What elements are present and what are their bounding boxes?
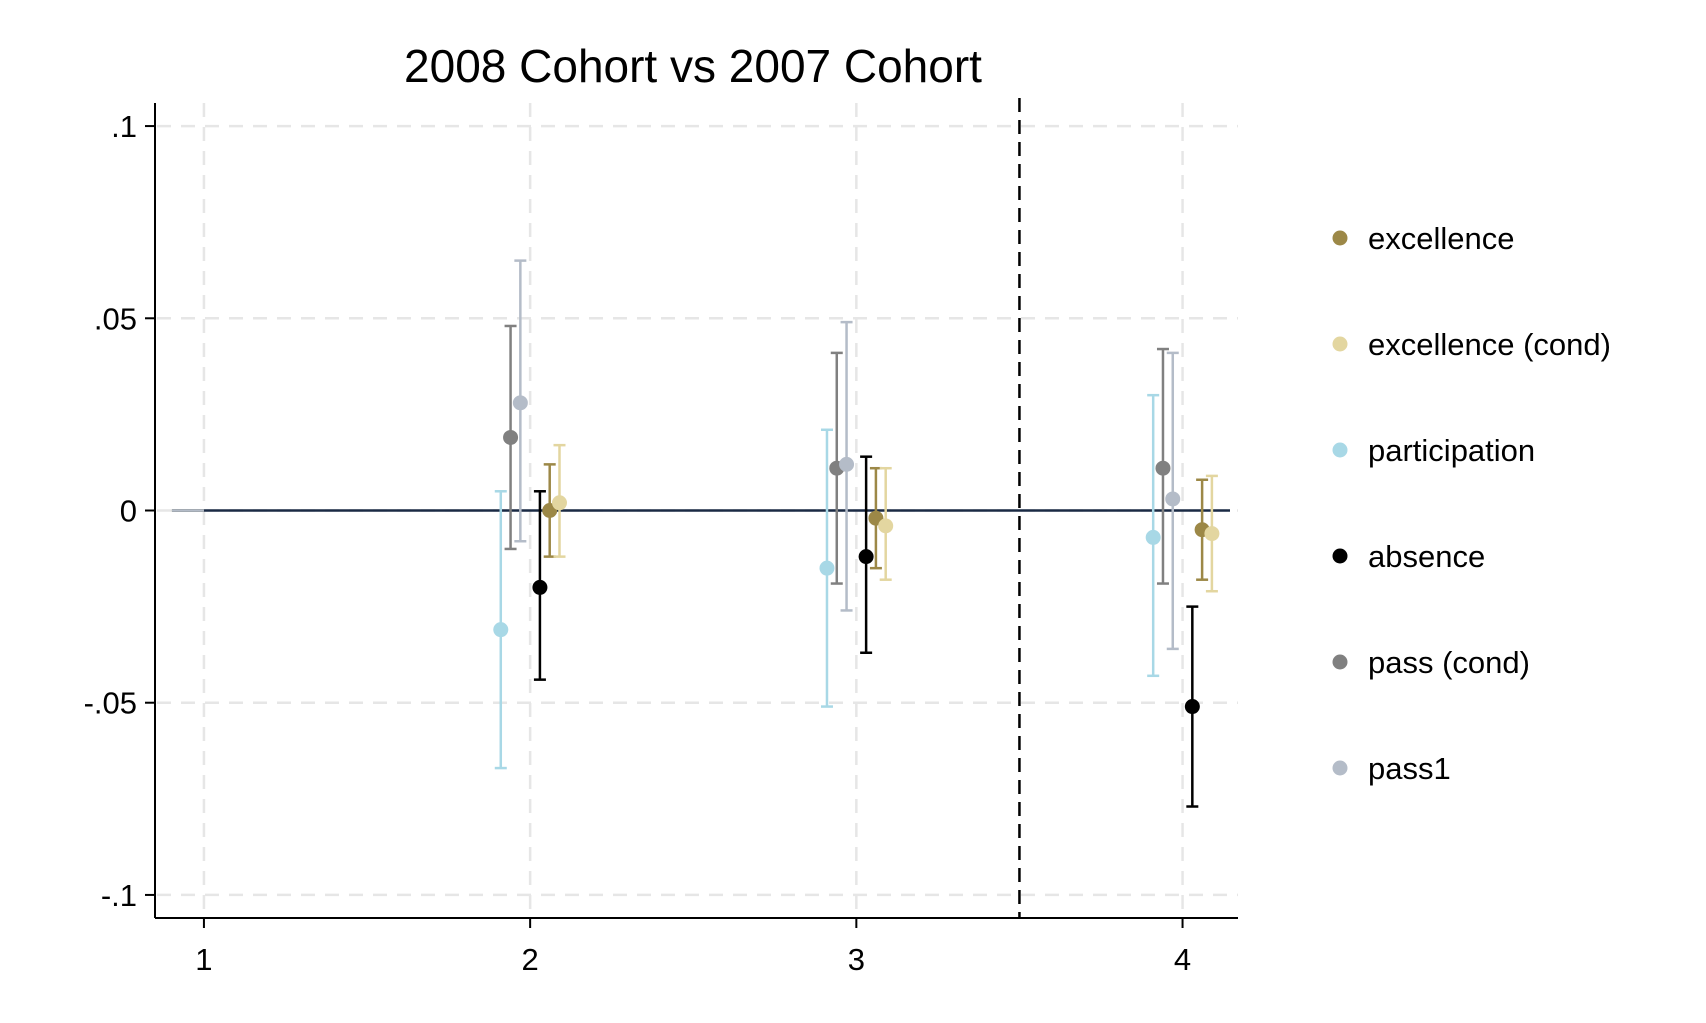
data-point <box>878 518 894 534</box>
data-point <box>493 622 509 638</box>
y-tick-label: -.05 <box>84 686 137 721</box>
data-point <box>1155 460 1171 476</box>
legend-label: absence <box>1368 539 1485 574</box>
data-point <box>1165 491 1181 507</box>
legend-marker <box>1332 442 1348 458</box>
data-point <box>1145 529 1161 545</box>
y-tick-label: .1 <box>111 109 137 144</box>
x-tick-label: 1 <box>195 942 212 977</box>
legend-marker <box>1332 230 1348 246</box>
legend-label: pass1 <box>1368 751 1451 786</box>
data-point <box>839 456 855 472</box>
data-point <box>551 495 567 511</box>
x-tick-label: 4 <box>1174 942 1191 977</box>
y-tick-label: .05 <box>94 301 137 336</box>
chart-title: 2008 Cohort vs 2007 Cohort <box>404 40 982 92</box>
legend-marker <box>1332 654 1348 670</box>
legend: excellence excellence (cond) participation… <box>1332 221 1611 786</box>
legend-marker <box>1332 548 1348 564</box>
data-point <box>858 549 874 565</box>
data-marks <box>171 259 1220 808</box>
y-tick-label: 0 <box>120 494 137 529</box>
data-point <box>503 429 519 445</box>
x-tick-label: 2 <box>522 942 539 977</box>
data-point <box>1204 526 1220 542</box>
x-tick-label: 3 <box>848 942 865 977</box>
legend-marker <box>1332 760 1348 776</box>
reference-lines <box>203 98 1230 918</box>
legend-label: participation <box>1368 433 1535 468</box>
data-point <box>512 395 528 411</box>
legend-label: excellence (cond) <box>1368 327 1611 362</box>
data-point <box>819 560 835 576</box>
data-point <box>1184 699 1200 715</box>
legend-label: pass (cond) <box>1368 645 1530 680</box>
axes: .1 .05 0 -.05 -.1 1 2 3 4 <box>84 103 1238 977</box>
legend-label: excellence <box>1368 221 1514 256</box>
y-tick-label: -.1 <box>101 878 137 913</box>
data-point <box>532 579 548 595</box>
legend-marker <box>1332 336 1348 352</box>
